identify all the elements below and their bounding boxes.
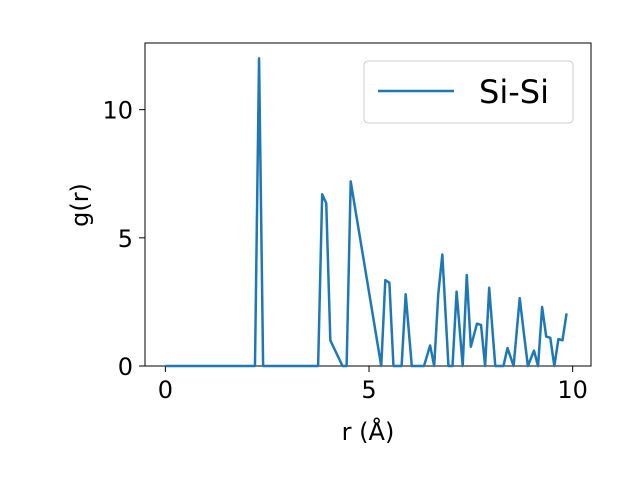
x-axis-ticks: 0 5 10 xyxy=(158,366,588,404)
x-tick-label: 0 xyxy=(158,376,173,404)
y-axis-label: g(r) xyxy=(66,183,94,227)
x-axis-label: r (Å) xyxy=(342,417,395,446)
y-axis-ticks: 0 5 10 xyxy=(102,97,145,381)
x-tick-label: 10 xyxy=(557,376,588,404)
legend: Si-Si xyxy=(363,60,574,124)
y-tick-label: 0 xyxy=(118,353,133,381)
si-si-series-line xyxy=(165,57,568,368)
y-tick-label: 10 xyxy=(102,97,133,125)
x-tick-label: 5 xyxy=(361,376,376,404)
legend-box xyxy=(363,60,574,124)
y-tick-label: 5 xyxy=(118,225,133,253)
legend-label: Si-Si xyxy=(479,73,549,111)
